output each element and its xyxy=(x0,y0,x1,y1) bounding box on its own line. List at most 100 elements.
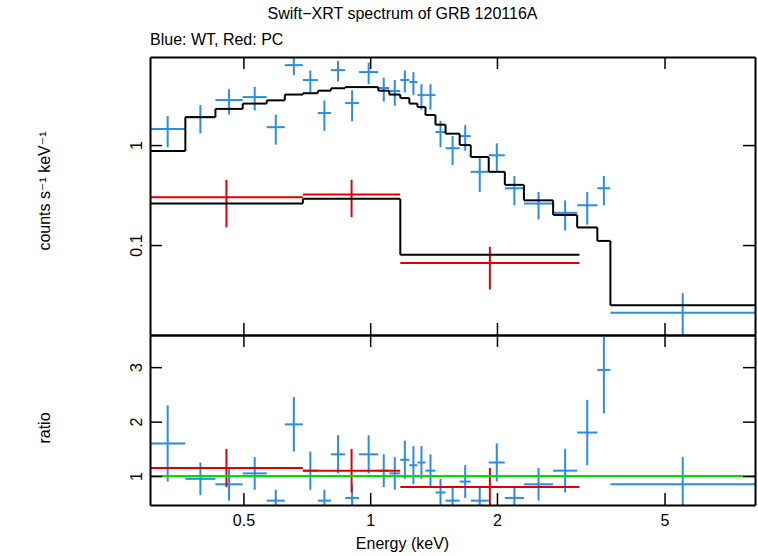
tick xyxy=(743,245,755,246)
error-bar-y xyxy=(275,115,277,145)
error-bar-y xyxy=(489,468,491,505)
tick-mark xyxy=(150,476,162,478)
reference-line xyxy=(150,475,755,477)
model-step-riser xyxy=(459,134,461,145)
model-step xyxy=(505,184,524,186)
tick-mark xyxy=(664,57,666,69)
model-step-riser xyxy=(424,107,426,115)
error-bar-y xyxy=(394,80,396,106)
tick-mark xyxy=(150,367,162,369)
error-bar-y xyxy=(293,397,295,451)
error-bar-y xyxy=(489,247,491,290)
plot-area xyxy=(150,335,755,505)
error-bar-y xyxy=(429,454,431,487)
tick-mark xyxy=(664,493,666,505)
error-bar-y xyxy=(452,487,454,505)
tick xyxy=(743,476,755,477)
model-step xyxy=(577,226,597,228)
tick-mark xyxy=(370,493,372,505)
error-bar-y xyxy=(412,446,414,484)
error-bar-y xyxy=(538,192,540,220)
chart-container: 0.11Swift−XRT spectrum of GRB 120116ABlu… xyxy=(0,0,758,556)
axis xyxy=(743,336,756,506)
tick xyxy=(743,367,755,368)
error-bar-y xyxy=(513,176,515,205)
axis: 1 2 3 xyxy=(128,336,162,506)
tick xyxy=(665,335,666,347)
error-bar-y xyxy=(412,72,414,95)
error-bar-y xyxy=(538,468,540,501)
tick-mark xyxy=(664,323,666,335)
tick xyxy=(743,145,755,146)
model-step xyxy=(471,156,489,158)
tick-label: 1 xyxy=(128,472,145,481)
tick-label: 1 xyxy=(128,141,145,150)
error-bar-y xyxy=(275,490,277,505)
model-step xyxy=(610,304,755,306)
tick: 3 xyxy=(128,363,162,372)
error-bar-y xyxy=(586,400,588,465)
error-bar-y xyxy=(167,116,169,147)
error-bar-y xyxy=(564,449,566,493)
error-bar-y xyxy=(309,70,311,92)
error-bar-y xyxy=(368,63,370,84)
model-step-riser xyxy=(470,145,472,157)
model-step xyxy=(460,144,471,146)
series xyxy=(150,476,755,477)
tick: 1 xyxy=(128,141,162,150)
axis xyxy=(151,57,756,69)
tick-mark xyxy=(497,335,499,347)
model-step xyxy=(285,94,303,96)
series xyxy=(150,87,755,305)
model-step xyxy=(185,116,215,118)
tick-label: 0.1 xyxy=(128,234,145,256)
model-step-riser xyxy=(523,185,525,200)
tick-label: 5 xyxy=(661,512,670,529)
error-bar-y xyxy=(479,158,481,192)
panel: 0.5 1 2 5 1 2 3 xyxy=(128,326,756,529)
error-bar-y xyxy=(420,446,422,479)
error-bar-y xyxy=(228,468,230,501)
error-bar-y xyxy=(323,490,325,505)
series xyxy=(150,199,579,255)
error-bar-y xyxy=(225,449,227,487)
tick-mark xyxy=(743,421,755,423)
model-step-riser xyxy=(488,157,490,172)
tick-label: 0.5 xyxy=(233,512,255,529)
error-bar-y xyxy=(496,143,498,171)
tick xyxy=(370,57,371,69)
tick-label: 2 xyxy=(128,418,145,427)
error-bar-y xyxy=(429,84,431,109)
error-bar-y xyxy=(464,125,466,150)
model-step xyxy=(409,103,417,105)
model-step xyxy=(267,99,285,101)
tick: 2 xyxy=(493,493,502,529)
model-step xyxy=(524,199,553,201)
plot-area xyxy=(150,57,755,335)
model-step-riser xyxy=(445,125,447,134)
model-step xyxy=(215,108,242,110)
model-step xyxy=(389,94,400,96)
error-bar-y xyxy=(404,441,406,479)
error-bar-y xyxy=(479,487,481,505)
model-step xyxy=(435,124,445,126)
x-axis-title: Energy (keV) xyxy=(356,535,449,552)
tick xyxy=(665,57,666,69)
tick xyxy=(497,335,498,347)
axis: 0.5125 xyxy=(151,493,756,529)
tick-mark xyxy=(243,493,245,505)
tick-mark xyxy=(743,367,755,369)
error-bar-y xyxy=(383,78,385,102)
model-step-riser xyxy=(576,215,578,227)
error-bar-y xyxy=(351,449,353,493)
series xyxy=(150,57,755,335)
model-step xyxy=(150,150,185,152)
axis-line xyxy=(755,336,757,506)
error-bar-y xyxy=(682,293,684,335)
tick-mark xyxy=(497,57,499,69)
error-bar-y xyxy=(167,405,169,481)
error-bar-y xyxy=(603,176,605,205)
tick: 0.5 xyxy=(233,493,255,529)
axis xyxy=(743,58,756,336)
error-bar-y xyxy=(404,70,406,92)
